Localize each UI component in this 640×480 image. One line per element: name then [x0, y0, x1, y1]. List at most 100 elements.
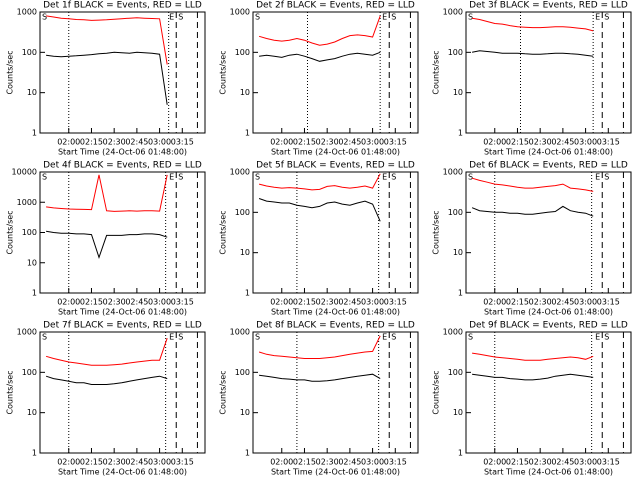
x-tick-label: 02:30 [103, 458, 126, 467]
series-line [259, 51, 381, 62]
chart-title: Det 7f BLACK = Events, RED = LLD [43, 321, 202, 331]
y-tick-label: 100 [22, 48, 37, 57]
y-tick-label: 100 [22, 368, 37, 377]
x-tick-label: 02:15 [80, 138, 103, 147]
y-axis-label: Counts/sec [6, 50, 15, 94]
x-tick-label: 02:15 [506, 298, 529, 307]
annotation: E [169, 333, 174, 342]
x-axis-label: Start Time (24-Oct-06 01:48:00) [484, 468, 613, 477]
x-tick-label: 03:00 [361, 298, 384, 307]
chart-title: Det 9f BLACK = Events, RED = LLD [469, 321, 628, 331]
x-axis-label: Start Time (24-Oct-06 01:48:00) [58, 308, 187, 317]
chart-title: Det 5f BLACK = Events, RED = LLD [256, 161, 415, 171]
y-tick-label: 100 [235, 208, 250, 217]
x-tick-label: 02:45 [125, 138, 148, 147]
x-tick-label: 03:15 [384, 458, 407, 467]
y-tick-label: 1000 [17, 328, 37, 337]
x-axis-label: Start Time (24-Oct-06 01:48:00) [484, 148, 613, 157]
x-tick-label: 02:00 [270, 458, 293, 467]
series-line [258, 335, 381, 359]
x-tick-label: 02:00 [483, 458, 506, 467]
y-tick-label: 10 [453, 248, 463, 257]
plot-frame [39, 11, 206, 134]
y-tick-label: 1000 [230, 8, 250, 17]
x-tick-label: 03:00 [361, 458, 384, 467]
y-tick-label: 10 [27, 258, 37, 267]
series-line [259, 373, 381, 382]
x-tick-label: 02:15 [80, 458, 103, 467]
x-tick-label: 02:00 [57, 458, 80, 467]
series-line [472, 373, 594, 381]
y-tick-label: 100 [448, 368, 463, 377]
chart-title: Det 4f BLACK = Events, RED = LLD [43, 161, 202, 171]
x-tick-label: 02:15 [293, 138, 316, 147]
y-tick-label: 100 [448, 48, 463, 57]
series-line [258, 173, 381, 191]
chart-title: Det 2f BLACK = Events, RED = LLD [256, 1, 415, 11]
x-tick-label: 02:45 [338, 458, 361, 467]
y-tick-label: 10 [240, 408, 250, 417]
annotation: S [178, 173, 183, 182]
annotation: S [468, 333, 473, 342]
series-line [258, 15, 381, 46]
annotation: S [178, 13, 183, 22]
x-tick-label: 02:45 [125, 458, 148, 467]
x-tick-label: 03:15 [171, 138, 194, 147]
y-tick-label: 1 [458, 129, 463, 138]
y-tick-label: 10 [240, 248, 250, 257]
annotation: S [255, 13, 260, 22]
y-tick-label: 1 [245, 289, 250, 298]
y-tick-label: 100 [235, 368, 250, 377]
x-tick-label: 02:00 [270, 298, 293, 307]
x-tick-label: 02:45 [125, 298, 148, 307]
series-line [472, 17, 594, 32]
y-tick-label: 10 [240, 88, 250, 97]
x-tick-label: 02:00 [57, 138, 80, 147]
series-line [46, 174, 168, 212]
chart-title: Det 1f BLACK = Events, RED = LLD [43, 1, 202, 11]
series-line [46, 230, 168, 259]
x-tick-label: 03:15 [597, 138, 620, 147]
x-tick-label: 02:00 [57, 298, 80, 307]
annotation: S [391, 173, 396, 182]
x-tick-label: 02:00 [270, 138, 293, 147]
y-tick-label: 1000 [230, 328, 250, 337]
chart-title: Det 8f BLACK = Events, RED = LLD [256, 321, 415, 331]
y-tick-label: 100 [235, 48, 250, 57]
plot-frame [39, 331, 206, 454]
x-tick-label: 02:30 [316, 138, 339, 147]
annotation: E [169, 173, 174, 182]
x-tick-label: 03:00 [361, 138, 384, 147]
chart-title: Det 3f BLACK = Events, RED = LLD [469, 1, 628, 11]
y-tick-label: 100 [22, 228, 37, 237]
y-tick-label: 1 [458, 289, 463, 298]
annotation: E [595, 173, 600, 182]
annotation: E [382, 13, 387, 22]
x-tick-label: 02:15 [293, 298, 316, 307]
x-tick-label: 03:15 [171, 298, 194, 307]
x-tick-label: 02:00 [483, 138, 506, 147]
annotation: E [382, 333, 387, 342]
y-tick-label: 1 [458, 449, 463, 458]
plot-frame [465, 331, 632, 454]
x-tick-label: 03:15 [597, 458, 620, 467]
x-axis-label: Start Time (24-Oct-06 01:48:00) [58, 148, 187, 157]
plot-frame [465, 171, 632, 294]
annotation: S [255, 173, 260, 182]
y-tick-label: 1000 [230, 168, 250, 177]
series-line [471, 205, 594, 217]
y-tick-label: 1 [245, 449, 250, 458]
y-tick-label: 10 [453, 408, 463, 417]
annotation: E [382, 173, 387, 182]
y-axis-label: Counts/sec [219, 50, 228, 94]
annotation: S [255, 333, 260, 342]
plot-frame [252, 331, 419, 454]
annotation: S [391, 333, 396, 342]
y-tick-label: 10 [453, 88, 463, 97]
x-tick-label: 02:45 [551, 458, 574, 467]
x-tick-label: 02:15 [293, 458, 316, 467]
x-tick-label: 03:15 [597, 298, 620, 307]
y-tick-label: 10000 [12, 168, 37, 177]
x-tick-label: 02:30 [529, 458, 552, 467]
